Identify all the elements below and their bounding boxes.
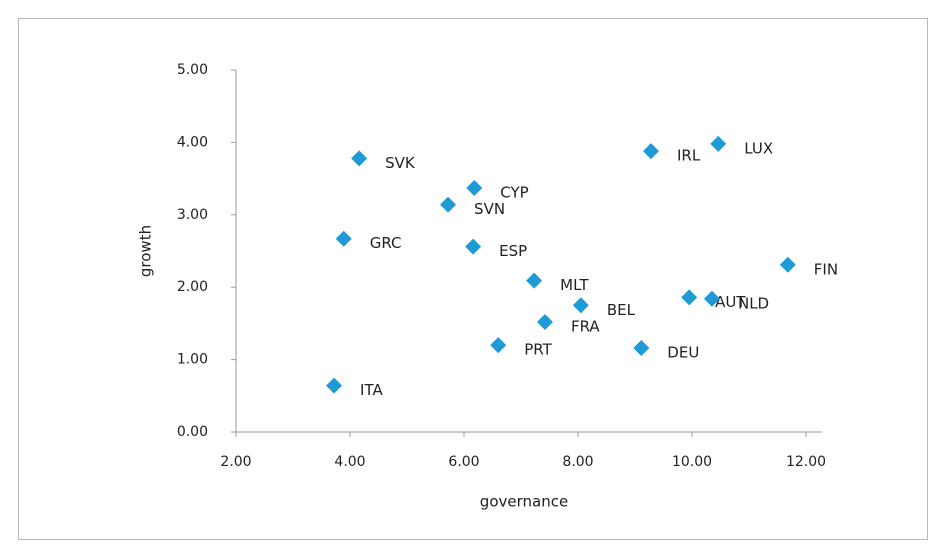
- point-label: ITA: [360, 381, 383, 399]
- x-tick-label: 10.00: [672, 454, 712, 470]
- point-label: ESP: [499, 242, 527, 260]
- y-tick-label: 5.00: [177, 62, 208, 78]
- point-label: FIN: [814, 260, 838, 278]
- point-label: MLT: [560, 276, 589, 294]
- point-label: DEU: [667, 344, 699, 362]
- x-tick-label: 4.00: [334, 454, 365, 470]
- y-tick-label: 2.00: [177, 279, 208, 295]
- x-axis-label: governance: [480, 493, 568, 511]
- point: [466, 180, 483, 197]
- point: [642, 143, 659, 160]
- y-axis-label: growth: [137, 225, 155, 277]
- x-tick-label: 6.00: [448, 454, 479, 470]
- point-label: SVK: [385, 154, 416, 172]
- point: [326, 377, 343, 394]
- point: [572, 297, 589, 314]
- point: [490, 337, 507, 354]
- point-label: FRA: [571, 317, 600, 335]
- point-label: SVN: [474, 200, 505, 218]
- x-tick-label: 12.00: [786, 454, 826, 470]
- point: [536, 313, 553, 330]
- chart-frame: [18, 18, 928, 540]
- point: [633, 340, 650, 357]
- point-label: BEL: [607, 301, 636, 319]
- point: [351, 150, 368, 167]
- y-tick-label: 4.00: [177, 134, 208, 150]
- point: [526, 272, 543, 289]
- point-label: NLD: [738, 294, 769, 312]
- point-label: AUT: [715, 293, 746, 311]
- point: [779, 256, 796, 273]
- point-label: CYP: [500, 184, 528, 202]
- point: [703, 290, 720, 307]
- point-label: IRL: [677, 147, 701, 165]
- y-tick-label: 1.00: [177, 352, 208, 368]
- x-tick-label: 2.00: [220, 454, 251, 470]
- point: [465, 238, 482, 255]
- point: [681, 289, 698, 306]
- x-tick-label: 8.00: [562, 454, 593, 470]
- y-tick-label: 3.00: [177, 207, 208, 223]
- point: [335, 230, 352, 247]
- point-label: GRC: [370, 234, 402, 252]
- point-label: LUX: [744, 139, 773, 157]
- point-label: PRT: [524, 341, 552, 359]
- point: [710, 135, 727, 152]
- point: [440, 196, 457, 213]
- y-tick-label: 0.00: [177, 424, 208, 440]
